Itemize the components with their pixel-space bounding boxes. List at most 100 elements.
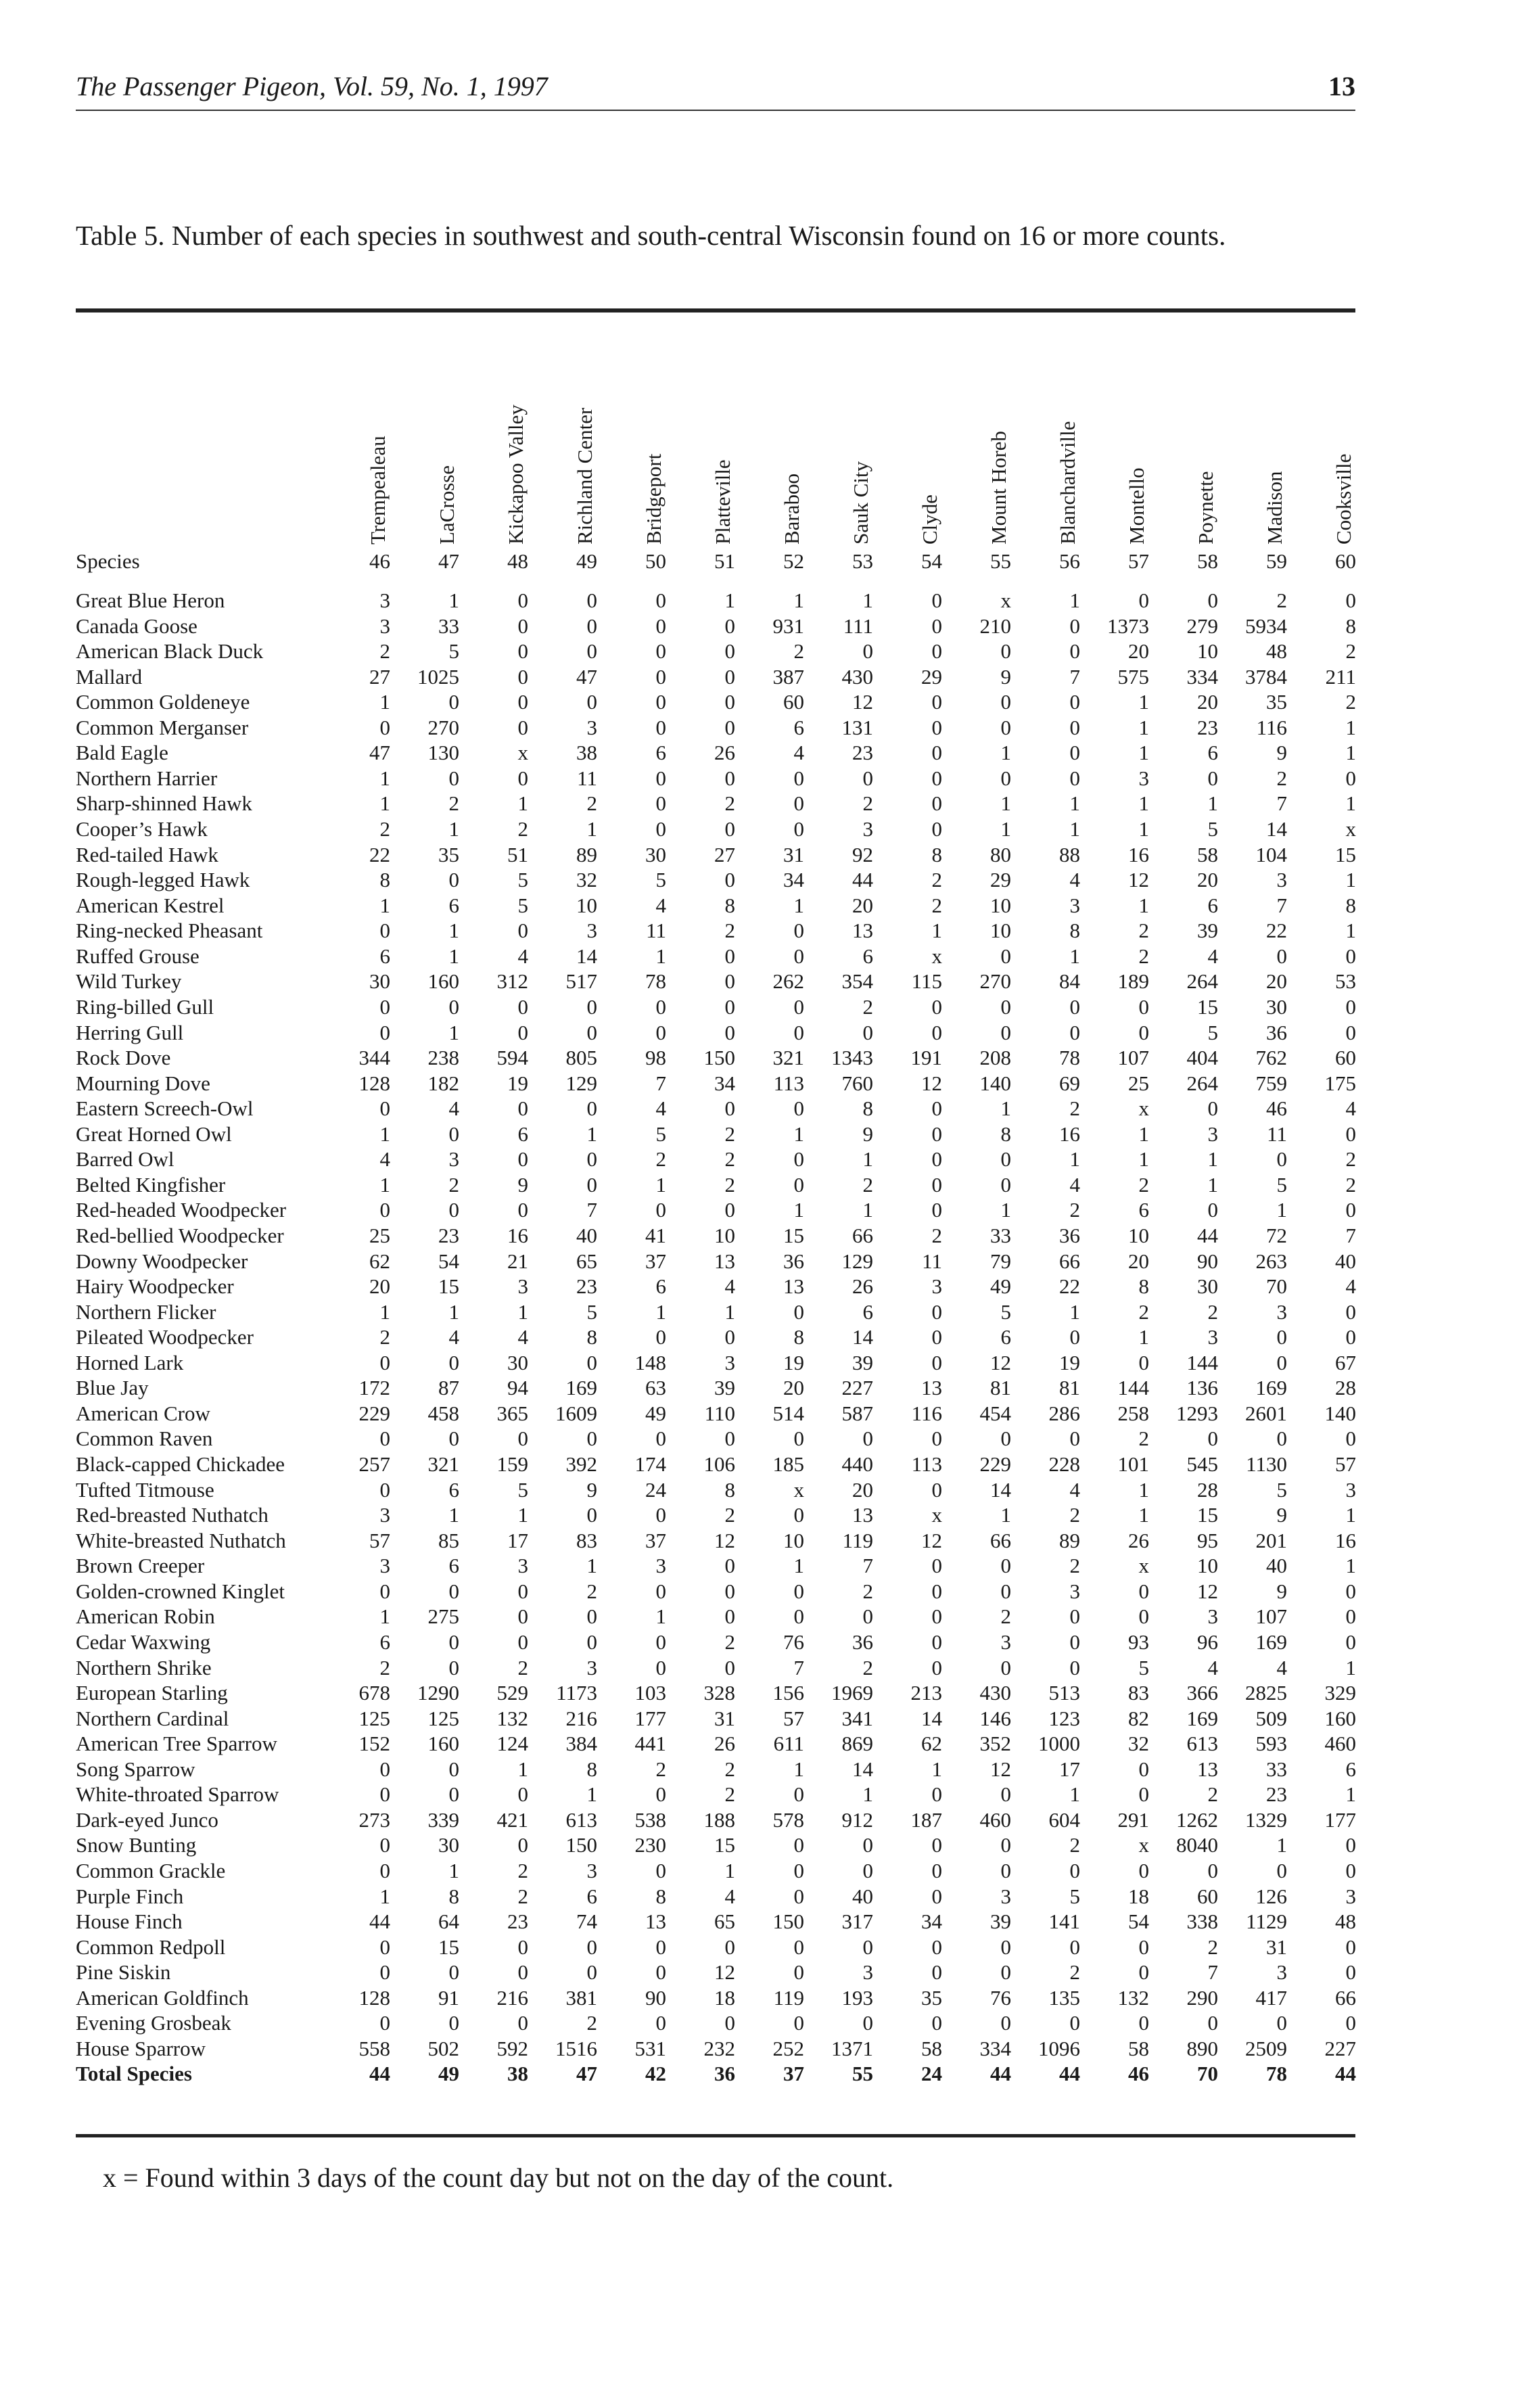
count-cell: 0 [1345,588,1357,612]
count-cell: 0 [1138,1935,1150,1959]
count-cell: 23 [1197,715,1218,739]
count-cell: 1 [1345,868,1357,892]
count-cell: 0 [931,715,943,739]
count-cell: 593 [1255,1732,1288,1756]
count-cell: 0 [724,1020,736,1044]
count-cell: 0 [793,1503,805,1527]
count-cell: 3 [1276,1960,1288,1985]
count-cell: 4 [448,1096,460,1121]
count-cell: 0 [862,766,874,790]
species-name: White-breasted Nuthatch [76,1528,286,1552]
count-cell: 132 [496,1706,529,1730]
count-cell: 0 [1345,1427,1357,1451]
count-cell: 83 [576,1528,597,1552]
count-cell: 0 [379,1782,391,1807]
count-cell: 2 [1000,1604,1012,1629]
count-cell: 8 [724,893,736,917]
count-cell: 0 [586,1172,598,1197]
count-cell: 0 [1069,613,1081,638]
count-cell: 19 [783,1350,804,1374]
count-cell: 404 [1186,1046,1219,1070]
species-name: American Tree Sparrow [76,1732,277,1756]
species-name: American Crow [76,1401,210,1425]
count-cell: 0 [931,1884,943,1908]
count-cell: 1969 [831,1681,873,1705]
count-cell: 3 [1000,1629,1012,1654]
count-cell: 30 [1197,1274,1218,1299]
count-cell: 0 [793,1935,805,1959]
count-cell: 66 [1059,1249,1080,1273]
count-cell: 0 [517,1579,529,1603]
count-cell: 0 [862,1833,874,1857]
column-header-name: Clyde [918,494,941,545]
count-cell: 110 [704,1401,735,1425]
count-cell: 275 [427,1604,460,1629]
count-cell: 1 [1207,1147,1219,1172]
count-cell: 188 [703,1807,736,1832]
count-cell: 0 [655,1960,667,1985]
count-cell: 6 [655,741,667,765]
count-cell: 12 [1128,868,1149,892]
count-cell: 0 [862,639,874,664]
count-cell: 460 [1324,1732,1357,1756]
count-cell: 0 [448,1579,460,1603]
count-cell: 19 [1059,1350,1080,1374]
count-cell: 37 [645,1249,666,1273]
species-name: Downy Woodpecker [76,1249,248,1273]
count-cell: 65 [576,1249,597,1273]
count-cell: 33 [438,613,459,638]
count-cell: 0 [517,588,529,612]
count-cell: 4 [517,1325,529,1349]
count-cell: 392 [565,1452,598,1477]
count-cell: 0 [1276,1427,1288,1451]
count-cell: 16 [1335,1528,1356,1552]
species-name: Cooper’s Hawk [76,817,208,841]
count-cell: 2 [1069,1503,1081,1527]
count-cell: 1 [1207,791,1219,816]
count-cell: 2 [724,1503,736,1527]
count-cell: 23 [1266,1782,1287,1807]
count-cell: 2 [1138,1172,1150,1197]
count-cell: 12 [1197,1579,1218,1603]
count-cell: 2 [931,868,943,892]
count-cell: 2 [1207,1299,1219,1324]
count-cell: 12 [714,1528,735,1552]
count-cell: 23 [852,741,873,765]
count-cell: 10 [1197,639,1218,664]
count-cell: 144 [1186,1350,1219,1374]
count-cell: 0 [586,1147,598,1172]
column-header-number: 51 [714,549,735,573]
species-name: American Robin [76,1604,215,1629]
column-header-number: 59 [1266,549,1287,573]
count-cell: 0 [379,1579,391,1603]
count-cell: 6 [1000,1325,1012,1349]
count-cell: 72 [1266,1224,1287,1247]
count-cell: 869 [841,1732,874,1756]
count-cell: 80 [990,842,1011,866]
count-cell: 0 [793,766,805,790]
count-cell: 0 [793,1299,805,1324]
count-cell: 0 [655,1325,667,1349]
count-cell: 0 [586,1020,598,1044]
count-cell: 1 [1138,741,1150,765]
species-name: Sharp-shinned Hawk [76,791,252,816]
count-cell: 13 [1197,1757,1218,1781]
count-cell: 0 [793,944,805,968]
species-name: Bald Eagle [76,741,168,765]
species-name: Barred Owl [76,1147,174,1172]
count-cell: 22 [369,842,390,866]
count-cell: 3 [1276,868,1288,892]
count-cell: 9 [586,1477,598,1502]
count-cell: x [931,944,943,968]
count-cell: 1 [1345,715,1357,739]
count-cell: 0 [1069,1325,1081,1349]
count-cell: 111 [843,613,873,638]
count-cell: 15 [783,1224,804,1247]
count-cell: 17 [1059,1757,1080,1781]
count-cell: 0 [793,1782,805,1807]
species-name: Red-tailed Hawk [76,842,218,866]
count-cell: 96 [1197,1629,1218,1654]
count-cell: 7 [655,1071,667,1095]
count-cell: 1 [448,588,460,612]
count-cell: 2 [724,1121,736,1146]
